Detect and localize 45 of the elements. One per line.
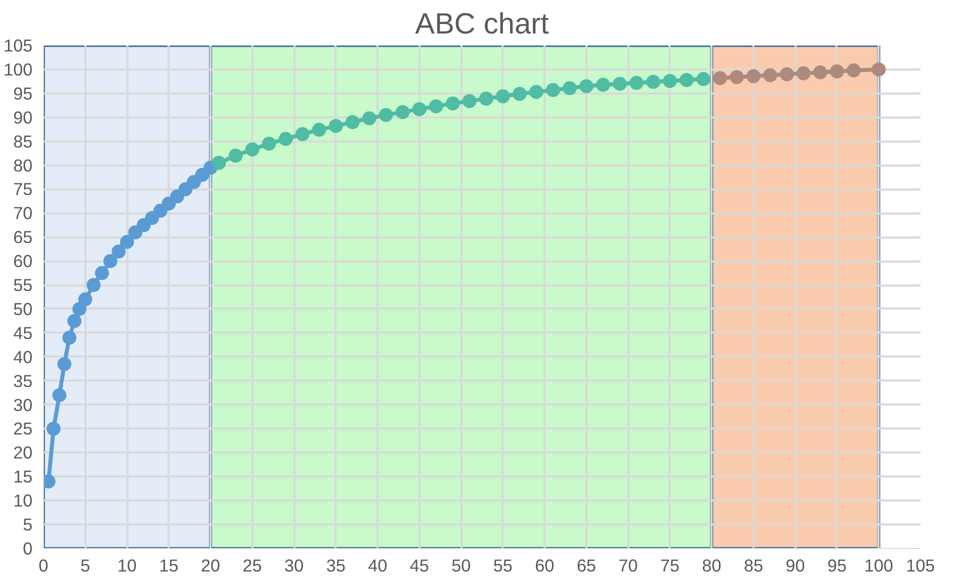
y-tick-label: 30 [13,394,33,415]
x-tick-label: 105 [906,556,935,576]
x-tick-label: 25 [242,556,262,576]
y-tick-label: 15 [13,466,33,487]
y-tick-label: 80 [13,155,33,176]
chart-title: ABC chart [415,8,549,40]
x-tick-label: 40 [368,556,388,576]
y-tick-label: 105 [4,36,33,56]
y-tick-label: 90 [13,107,33,128]
x-tick-label: 85 [744,556,764,576]
y-tick-label: 50 [13,298,33,319]
y-tick-label: 65 [13,227,33,248]
y-tick-label: 70 [13,203,33,224]
x-tick-label: 60 [535,556,554,576]
x-tick-label: 80 [702,556,722,576]
y-tick-label: 85 [13,131,33,152]
x-tick-label: 30 [284,556,304,576]
x-tick-label: 15 [159,556,178,576]
y-tick-label: 75 [13,179,33,200]
y-tick-label: 55 [13,275,33,296]
x-tick-label: 100 [864,556,894,576]
x-tick-label: 95 [827,556,847,576]
x-tick-label: 45 [410,556,429,576]
x-tick-label: 20 [200,556,220,576]
y-tick-label: 40 [13,346,33,367]
x-tick-label: 55 [493,556,513,576]
y-tick-label: 95 [13,83,33,104]
x-tick-label: 90 [786,556,805,576]
x-tick-label: 75 [660,556,680,576]
y-tick-label: 20 [13,442,33,463]
x-tick-label: 65 [576,556,596,576]
y-tick-label: 5 [22,514,33,535]
x-tick-label: 50 [451,556,471,576]
y-tick-label: 60 [13,251,33,272]
x-tick-label: 10 [117,556,137,576]
x-tick-label: 5 [80,556,90,576]
y-tick-label: 45 [13,322,33,343]
x-tick-label: 70 [618,556,638,576]
y-tick-label: 10 [13,490,33,511]
y-tick-label: 0 [22,538,33,558]
y-tick-label: 25 [13,418,33,439]
y-tick-label: 35 [13,370,33,391]
x-tick-label: 35 [326,556,346,576]
x-tick-label: 0 [38,556,48,576]
y-tick-label: 100 [4,59,33,80]
